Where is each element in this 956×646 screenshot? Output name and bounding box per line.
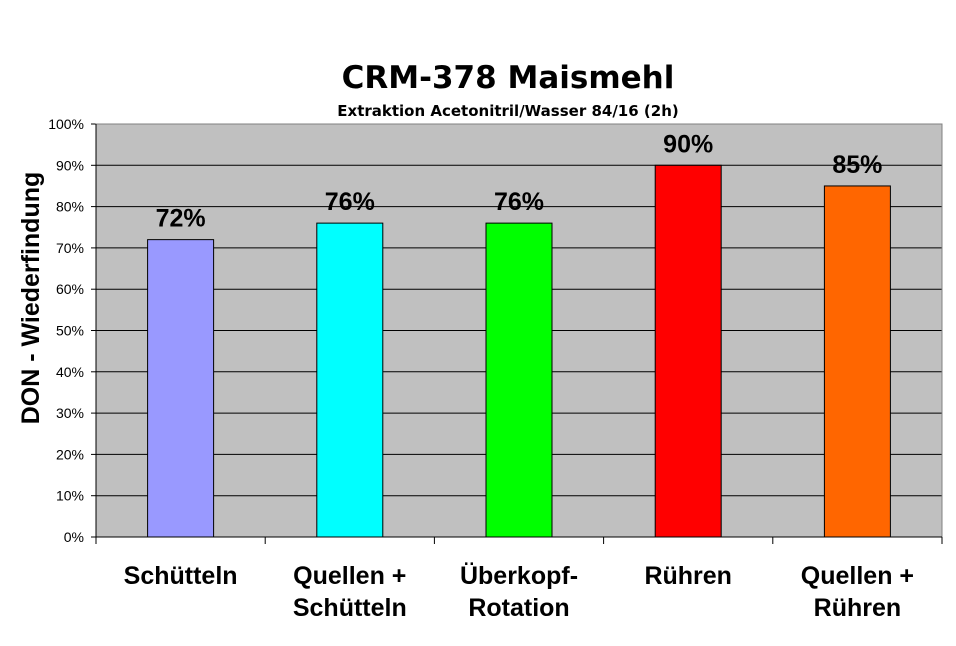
x-tick-label: Rühren bbox=[644, 562, 732, 590]
bar bbox=[316, 222, 384, 538]
y-tick-label: 0% bbox=[64, 529, 84, 545]
data-label: 76% bbox=[325, 188, 375, 216]
x-tick-label: Überkopf-Rotation bbox=[460, 561, 578, 622]
y-tick-label: 40% bbox=[56, 364, 84, 380]
chart-subtitle: Extraktion Acetonitril/Wasser 84/16 (2h) bbox=[337, 102, 678, 120]
data-labels: 72% 76% 76% 90% 85% bbox=[156, 130, 883, 232]
y-tick-label: 60% bbox=[56, 281, 84, 297]
chart-title: CRM-378 Maismehl bbox=[342, 60, 675, 96]
x-tick-label: Quellen + Rühren bbox=[801, 562, 914, 622]
y-axis-label: DON - Wiederfindung bbox=[17, 172, 45, 425]
y-tick-label: 20% bbox=[56, 446, 84, 462]
bar bbox=[485, 222, 553, 538]
axes bbox=[91, 123, 943, 544]
data-label: 72% bbox=[156, 205, 206, 233]
x-tick-label: Schütteln bbox=[124, 562, 238, 590]
data-label: 85% bbox=[832, 151, 882, 179]
bar bbox=[823, 185, 891, 538]
y-tick-label: 80% bbox=[56, 199, 84, 215]
bar bbox=[147, 239, 215, 538]
y-tick-label: 70% bbox=[56, 240, 84, 256]
y-tick-label: 90% bbox=[56, 157, 84, 173]
y-axis-ticks: 0% 10% 20% 30% 40% 50% 60% 70% 80% 90% 100% bbox=[48, 116, 84, 545]
y-tick-label: 50% bbox=[56, 323, 84, 339]
data-label: 76% bbox=[494, 188, 544, 216]
bars bbox=[147, 164, 891, 538]
x-axis-ticks: Schütteln Quellen + Schütteln Überkopf-Rota… bbox=[124, 561, 914, 622]
y-tick-label: 10% bbox=[56, 488, 84, 504]
data-label: 90% bbox=[663, 130, 713, 158]
x-tick-label: Quellen + Schütteln bbox=[293, 562, 407, 622]
bar bbox=[654, 164, 722, 538]
y-tick-label: 30% bbox=[56, 405, 84, 421]
y-tick-label: 100% bbox=[48, 116, 84, 132]
